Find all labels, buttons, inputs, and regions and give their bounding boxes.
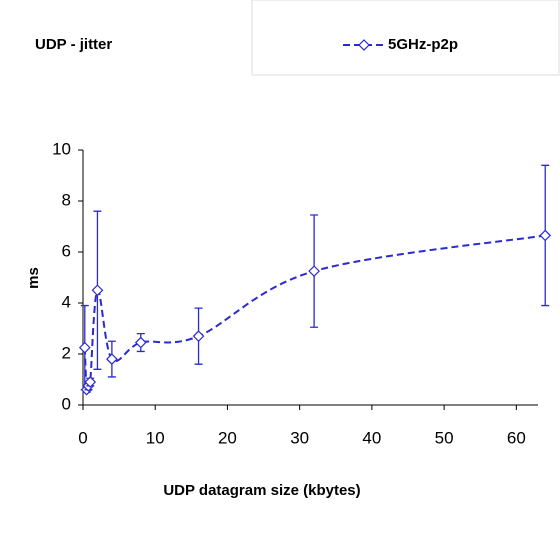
marker — [91, 284, 104, 297]
x-tick-label: 10 — [146, 428, 165, 447]
series-line — [83, 234, 546, 393]
y-tick-label: 0 — [62, 394, 71, 413]
x-axis-label: UDP datagram size (kbytes) — [163, 482, 360, 499]
y-axis-label: ms — [25, 267, 42, 289]
marker — [106, 353, 118, 365]
marker — [84, 376, 97, 388]
x-tick-label: 30 — [290, 428, 309, 447]
marker — [308, 265, 320, 277]
x-tick-label: 40 — [362, 428, 381, 447]
y-tick-label: 2 — [62, 343, 71, 362]
y-tick-label: 10 — [52, 139, 71, 158]
marker — [78, 341, 91, 354]
legend-marker — [358, 39, 370, 51]
marker — [134, 336, 147, 349]
x-tick-label: 20 — [218, 428, 237, 447]
marker — [192, 330, 205, 342]
marker — [539, 229, 552, 242]
x-tick-label: 0 — [78, 428, 87, 447]
x-tick-label: 50 — [435, 428, 454, 447]
legend-label: 5GHz-p2p — [388, 36, 458, 53]
y-tick-label: 4 — [62, 292, 71, 311]
y-tick-label: 8 — [62, 190, 71, 209]
y-tick-label: 6 — [62, 241, 71, 260]
chart-title: UDP - jitter — [35, 36, 112, 53]
x-tick-label: 60 — [507, 428, 526, 447]
legend-box — [251, 0, 560, 76]
